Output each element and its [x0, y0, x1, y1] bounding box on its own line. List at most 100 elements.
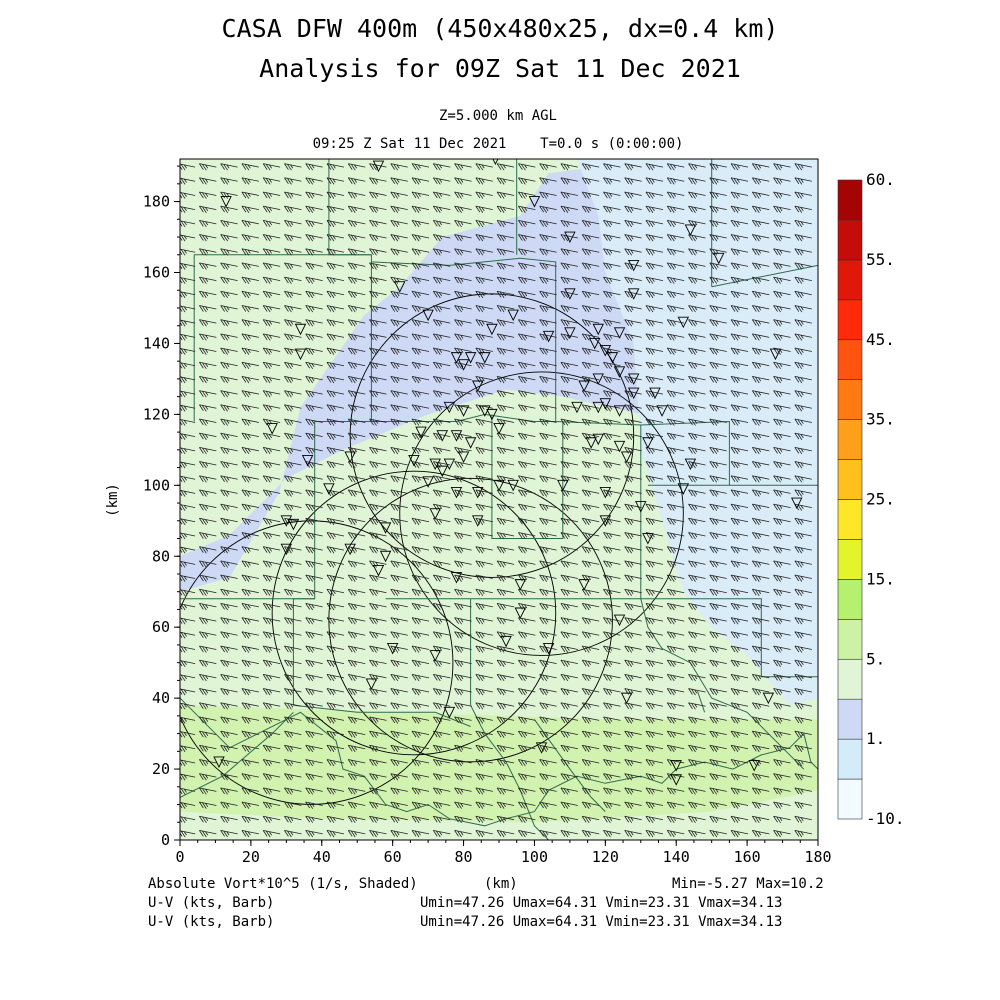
- station-marker: [578, 380, 590, 393]
- y-tick-label: 60: [152, 618, 170, 636]
- station-marker: [599, 398, 612, 410]
- station-marker: [372, 564, 385, 577]
- station-marker: [379, 522, 392, 534]
- station-marker: [486, 408, 498, 421]
- x-tick-label: 0: [175, 848, 184, 866]
- y-tick-label: 20: [152, 760, 170, 778]
- station-marker: [769, 348, 782, 361]
- valid-time-label: 09:25 Z Sat 11 Dec 2021 T=0.0 s (0:00:00…: [312, 136, 684, 152]
- station-marker: [599, 515, 612, 527]
- station-marker: [365, 678, 378, 690]
- station-marker: [713, 252, 725, 265]
- x-tick-label: 60: [384, 848, 402, 866]
- colorbar-label: 25.: [866, 490, 895, 509]
- y-tick-label: 180: [143, 193, 170, 211]
- colorbar-swatch: [837, 698, 863, 740]
- station-marker: [564, 327, 576, 339]
- station-marker: [287, 518, 300, 531]
- station-marker: [599, 345, 612, 357]
- station-marker: [344, 451, 356, 463]
- x-tick-label: 120: [592, 848, 619, 866]
- station-marker: [379, 550, 392, 563]
- station-marker: [635, 501, 647, 513]
- colorbar-swatch: [837, 259, 863, 301]
- station-marker: [592, 433, 604, 446]
- station-marker: [627, 387, 640, 400]
- station-marker: [585, 437, 597, 449]
- colorbar-label: 60.: [866, 170, 895, 189]
- colorbar-swatch: [837, 778, 863, 820]
- colorbar-label: 55.: [866, 250, 895, 269]
- station-marker: [564, 231, 576, 244]
- colorbar-swatch: [837, 459, 863, 500]
- station-marker: [542, 643, 555, 655]
- station-marker: [649, 387, 661, 400]
- station-marker: [677, 316, 690, 329]
- station-marker: [656, 405, 668, 417]
- boundary-1: [180, 711, 294, 798]
- station-marker: [220, 196, 232, 208]
- x-tick-label: 180: [804, 848, 831, 866]
- y-tick-label: 100: [143, 476, 170, 494]
- y-axis: 0 20 40 60 80 100 120 140 160 180: [143, 165, 180, 849]
- station-marker: [642, 437, 654, 449]
- station-markers: [213, 159, 803, 786]
- station-marker: [762, 692, 775, 705]
- boundary-0: [180, 697, 818, 827]
- station-marker: [748, 760, 760, 772]
- station-marker: [472, 515, 484, 527]
- station-marker: [627, 373, 640, 385]
- x-tick-label: 160: [734, 848, 761, 866]
- field-minmax: Min=-5.27 Max=10.2: [672, 876, 824, 892]
- chart-title: CASA DFW 400m (450x480x25, dx=0.4 km): [221, 14, 779, 43]
- station-marker: [472, 380, 484, 393]
- station-marker: [571, 401, 583, 414]
- station-marker: [450, 430, 463, 442]
- x-tick-label: 140: [663, 848, 690, 866]
- colorbar: 60. 55. 45. 35. 25. 15. 5. 1. -10.: [837, 170, 905, 828]
- station-marker: [592, 401, 604, 414]
- station-marker: [613, 366, 626, 378]
- station-marker: [472, 486, 484, 499]
- station-marker: [386, 643, 399, 655]
- station-marker: [457, 405, 470, 417]
- colorbar-swatch: [837, 299, 863, 341]
- y-tick-label: 120: [143, 405, 170, 423]
- y-tick-label: 140: [143, 334, 170, 352]
- station-marker: [429, 458, 441, 471]
- station-marker: [266, 423, 278, 435]
- boundary-7: [292, 598, 315, 706]
- station-marker: [670, 760, 682, 772]
- station-marker: [344, 543, 356, 556]
- station-marker: [213, 756, 225, 768]
- wind-stats-2: Umin=47.26 Umax=64.31 Vmin=23.31 Vmax=34…: [420, 914, 783, 930]
- x-tick-label: 40: [313, 848, 331, 866]
- station-marker: [592, 323, 604, 336]
- station-marker: [372, 160, 385, 173]
- station-marker: [528, 196, 541, 208]
- station-marker: [684, 224, 697, 236]
- x-axis-unit: (km): [484, 876, 518, 892]
- y-axis-label: (km): [105, 483, 121, 517]
- boundary-15: [697, 690, 706, 713]
- station-marker: [670, 774, 682, 786]
- wind-label-1: U-V (kts, Barb): [148, 895, 275, 911]
- station-marker: [507, 479, 519, 492]
- station-marker: [493, 423, 505, 435]
- colorbar-label: 1.: [866, 729, 885, 748]
- colorbar-swatch: [837, 619, 863, 660]
- colorbar-swatch: [837, 339, 863, 380]
- boundary-8: [293, 704, 471, 727]
- colorbar-swatch: [837, 738, 863, 780]
- station-marker: [464, 437, 477, 449]
- boundary-12: [711, 264, 818, 288]
- station-marker: [294, 348, 307, 361]
- station-marker: [443, 706, 456, 719]
- station-marker: [557, 479, 569, 492]
- wind-stats-1: Umin=47.26 Umax=64.31 Vmin=23.31 Vmax=34…: [420, 895, 783, 911]
- station-marker: [613, 405, 626, 417]
- x-tick-label: 20: [242, 848, 260, 866]
- station-marker: [450, 486, 463, 499]
- station-marker: [436, 430, 449, 442]
